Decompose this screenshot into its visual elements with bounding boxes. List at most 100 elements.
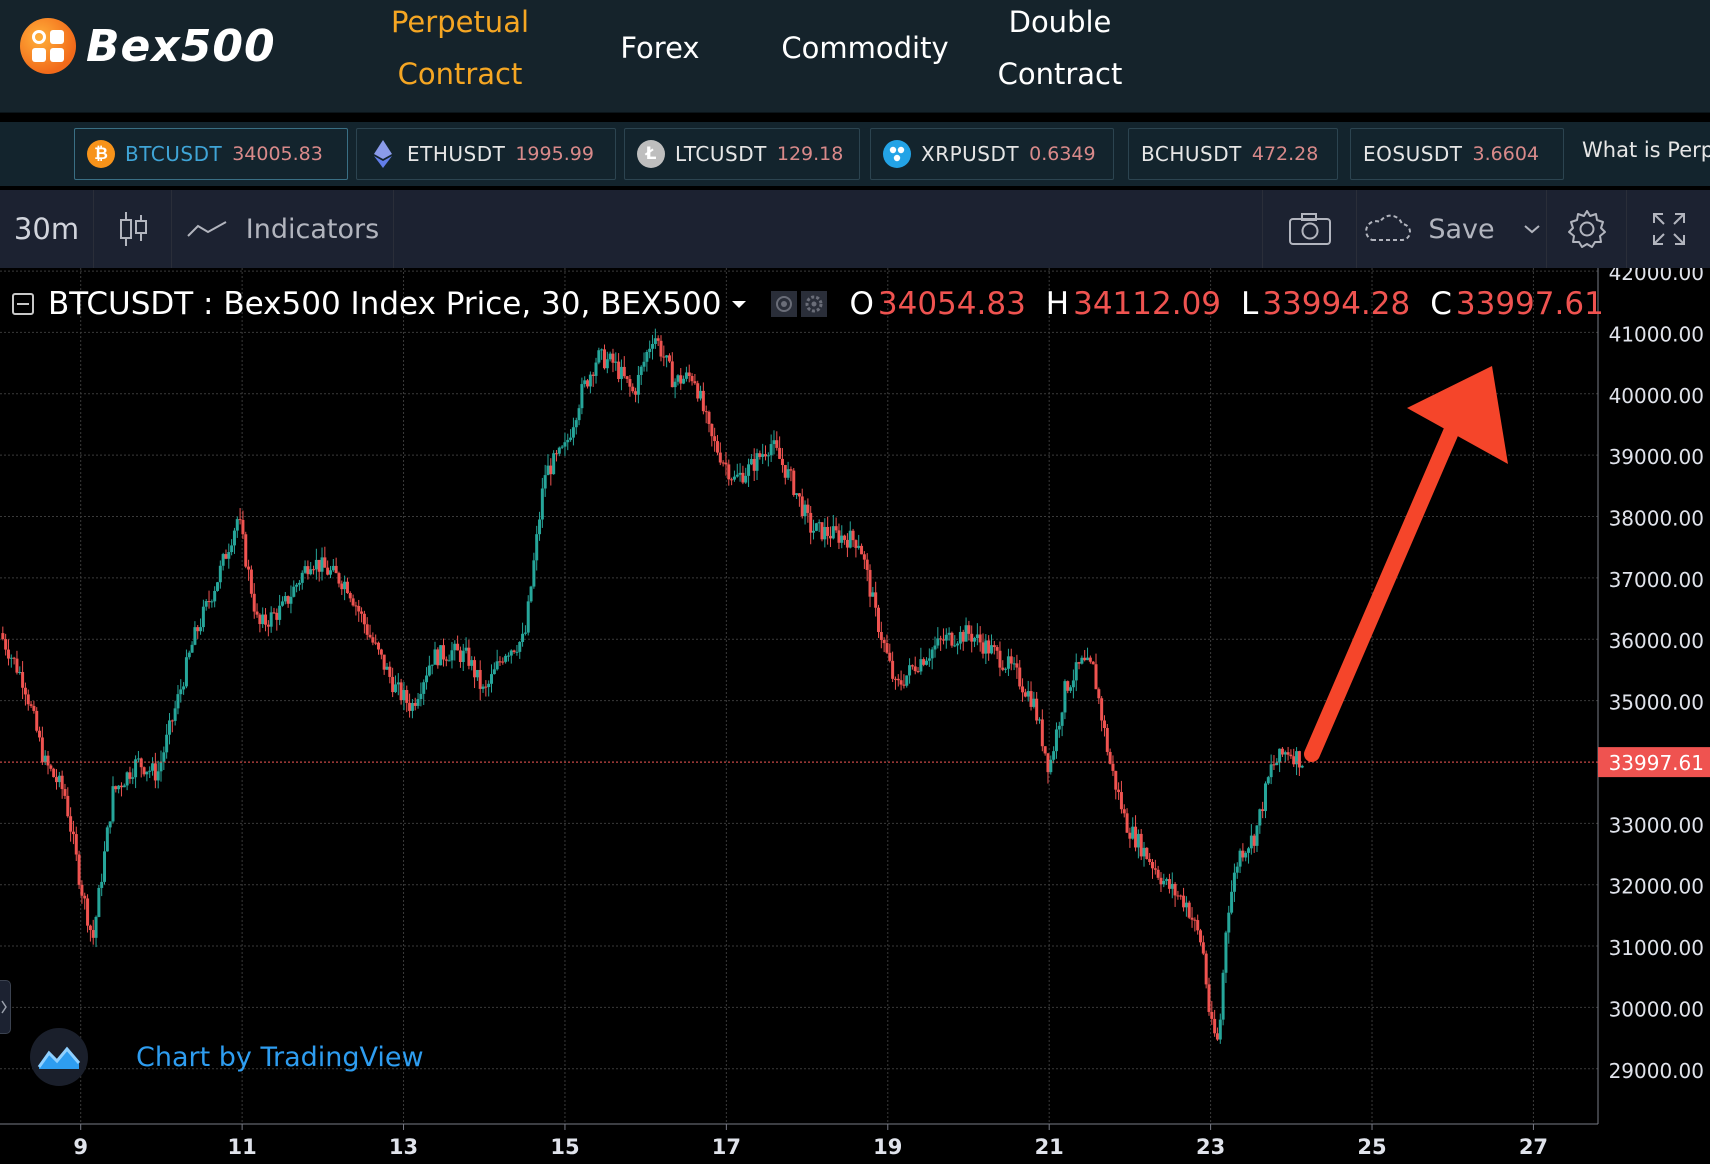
candle-body <box>495 661 499 670</box>
candle-body <box>631 386 635 392</box>
interval-selector[interactable]: 30m <box>0 190 94 268</box>
candle-body <box>577 408 581 421</box>
candle-body <box>1077 662 1081 664</box>
candle-body <box>727 464 731 480</box>
candle-body <box>43 755 47 763</box>
candle-body <box>1105 728 1109 752</box>
candle-body <box>741 472 745 483</box>
y-axis-tick-label: 37000.00 <box>1609 568 1704 592</box>
candlestick-chart[interactable]: 42000.00 41000.00 40000.00 39000.00 38000.00… <box>0 268 1710 1164</box>
candle-body <box>944 634 948 641</box>
candle-body <box>1170 883 1174 889</box>
ticker-xrpusdt[interactable]: XRPUSDT 0.6349 <box>870 128 1114 180</box>
candle-body <box>1097 689 1101 699</box>
what-is-perpetual-link[interactable]: What is Perp <box>1582 138 1710 162</box>
nav-commodity[interactable]: Commodity <box>770 0 960 96</box>
ticker-bchusdt[interactable]: BCHUSDT 472.28 <box>1128 128 1338 180</box>
candle-body <box>642 361 646 367</box>
candle-body <box>40 737 44 763</box>
candle-body <box>184 657 188 687</box>
candle-body <box>196 627 200 632</box>
candle-body <box>823 526 827 540</box>
candle-body <box>611 353 615 363</box>
series-settings-icon[interactable] <box>801 291 828 317</box>
collapse-legend-icon[interactable] <box>12 293 34 315</box>
tradingview-attribution[interactable]: Chart by TradingView <box>30 1028 424 1086</box>
candle-body <box>1066 681 1070 691</box>
candle-body <box>210 601 214 603</box>
drawing-toolbar-toggle[interactable] <box>0 980 11 1034</box>
y-axis-tick-label: 35000.00 <box>1609 691 1704 715</box>
eye-icon[interactable] <box>771 291 798 317</box>
candle-body <box>1162 880 1166 885</box>
save-button[interactable]: Save <box>1356 190 1546 268</box>
candle-body <box>1043 746 1047 754</box>
chart-legend: BTCUSDT : Bex500 Index Price, 30, BEX500… <box>12 284 1604 324</box>
candle-body <box>1187 902 1191 918</box>
candle-body <box>391 676 395 693</box>
camera-icon <box>1288 213 1331 245</box>
candle-body <box>498 661 502 663</box>
candle-body <box>1071 680 1075 688</box>
candle-body <box>628 378 632 387</box>
candle-body <box>707 411 711 424</box>
ticker-ethusdt[interactable]: ETHUSDT 1995.99 <box>356 128 616 180</box>
candle-body <box>1215 1033 1219 1040</box>
caret-down-icon[interactable] <box>729 297 749 311</box>
candle-body <box>187 652 191 658</box>
candle-body <box>238 519 242 521</box>
candle-body <box>60 775 64 790</box>
candle-body <box>775 440 779 448</box>
candle-body <box>15 658 19 673</box>
candle-body <box>213 590 217 602</box>
settings-button[interactable] <box>1546 190 1626 268</box>
low-value: 33994.28 <box>1262 286 1411 322</box>
brand-name: Bex500 <box>86 20 276 72</box>
chart-type-button[interactable] <box>94 190 172 268</box>
candle-body <box>560 446 564 448</box>
brand-logo[interactable]: Bex500 <box>20 16 276 76</box>
candle-body <box>987 640 991 654</box>
candle-body <box>1145 847 1149 860</box>
candle-body <box>427 665 431 676</box>
indicators-button[interactable]: Indicators <box>172 190 394 268</box>
nav-forex[interactable]: Forex <box>600 0 720 96</box>
nav-label-line2: Contract <box>397 57 523 91</box>
candle-body <box>323 557 327 568</box>
y-axis-tick-label: 32000.00 <box>1609 875 1704 899</box>
tradingview-link[interactable]: Chart by TradingView <box>136 1041 424 1073</box>
candle-body <box>320 557 324 572</box>
candle-body <box>447 660 451 662</box>
close-label: C <box>1430 286 1452 322</box>
chevron-down-icon[interactable] <box>1523 223 1541 235</box>
candle-body <box>888 652 892 661</box>
snapshot-button[interactable] <box>1262 190 1356 268</box>
litecoin-icon: Ł <box>637 140 665 168</box>
candle-body <box>1258 809 1262 826</box>
nav-double-contract[interactable]: Double Contract <box>985 0 1135 96</box>
candle-body <box>622 366 626 377</box>
nav-perpetual-contract[interactable]: Perpetual Contract <box>370 0 550 96</box>
candle-body <box>783 465 787 478</box>
save-label: Save <box>1428 213 1495 245</box>
candle-body <box>165 734 169 753</box>
candle-body <box>1252 835 1256 846</box>
ticker-price: 34005.83 <box>232 143 323 165</box>
ticker-price: 0.6349 <box>1029 143 1096 165</box>
fullscreen-button[interactable] <box>1626 190 1710 268</box>
symbol-title[interactable]: BTCUSDT : Bex500 Index Price, 30, BEX500 <box>48 286 722 322</box>
ticker-ltcusdt[interactable]: Ł LTCUSDT 129.18 <box>624 128 860 180</box>
candle-body <box>1131 826 1135 839</box>
candle-body <box>1295 751 1299 765</box>
candle-body <box>467 647 471 666</box>
ticker-eosusdt[interactable]: EOSUSDT 3.6604 <box>1350 128 1564 180</box>
candle-body <box>436 649 440 666</box>
candle-body <box>645 351 649 362</box>
candle-body <box>74 834 78 855</box>
candle-body <box>131 777 135 779</box>
candle-body <box>989 645 993 654</box>
ticker-btcusdt[interactable]: ₿ BTCUSDT 34005.83 <box>74 128 348 180</box>
candle-body <box>153 763 157 781</box>
candle-body <box>981 642 985 654</box>
chart-area[interactable]: 42000.00 41000.00 40000.00 39000.00 38000.00… <box>0 268 1710 1164</box>
